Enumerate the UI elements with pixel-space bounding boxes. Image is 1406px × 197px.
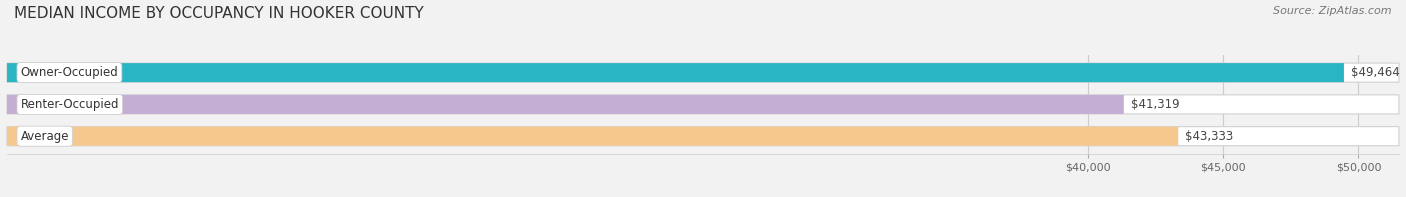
Text: Average: Average <box>21 130 69 143</box>
Text: $41,319: $41,319 <box>1130 98 1180 111</box>
FancyBboxPatch shape <box>7 95 1399 114</box>
FancyBboxPatch shape <box>7 95 1123 114</box>
Text: $49,464: $49,464 <box>1351 66 1399 79</box>
Text: MEDIAN INCOME BY OCCUPANCY IN HOOKER COUNTY: MEDIAN INCOME BY OCCUPANCY IN HOOKER COU… <box>14 6 423 21</box>
Text: Renter-Occupied: Renter-Occupied <box>21 98 120 111</box>
FancyBboxPatch shape <box>7 127 1178 146</box>
Text: Owner-Occupied: Owner-Occupied <box>21 66 118 79</box>
FancyBboxPatch shape <box>7 63 1399 82</box>
FancyBboxPatch shape <box>7 63 1344 82</box>
FancyBboxPatch shape <box>7 127 1399 146</box>
Text: $43,333: $43,333 <box>1185 130 1233 143</box>
Text: Source: ZipAtlas.com: Source: ZipAtlas.com <box>1274 6 1392 16</box>
